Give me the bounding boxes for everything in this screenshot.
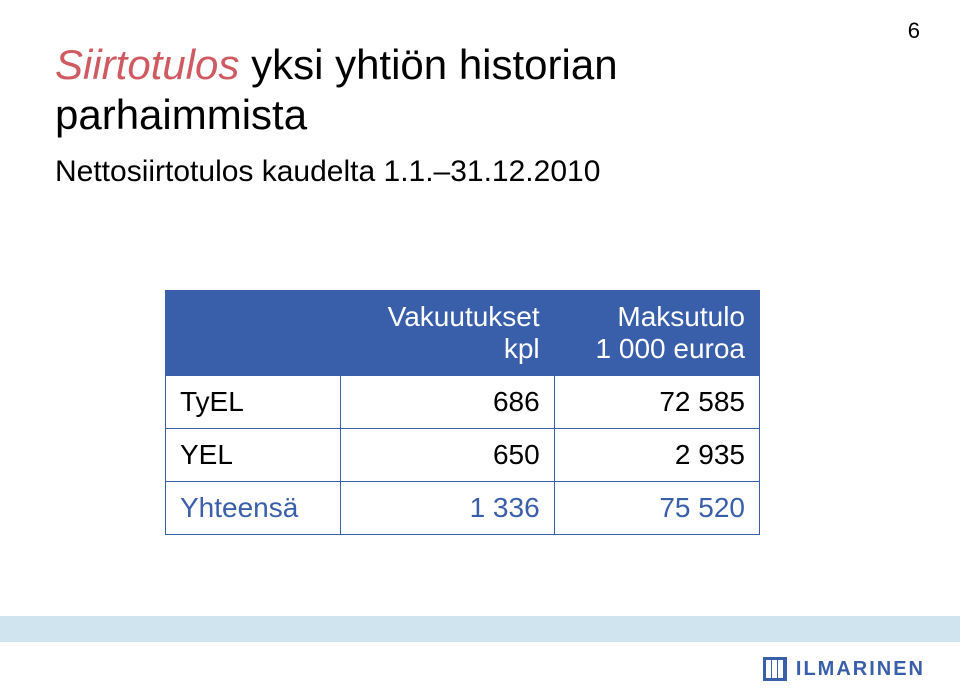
footer-bar: [0, 616, 960, 642]
table-header-col2-line2: 1 000 euroa: [569, 333, 745, 365]
table-row: TyEL 686 72 585: [166, 376, 760, 429]
totals-c1: 1 336: [341, 482, 554, 535]
table-row: YEL 650 2 935: [166, 429, 760, 482]
row1-c1: 650: [341, 429, 554, 482]
data-table: Vakuutukset kpl Maksutulo 1 000 euroa Ty…: [165, 290, 760, 535]
totals-label: Yhteensä: [166, 482, 341, 535]
slide-title: Siirtotulos yksi yhtiön historian parhai…: [55, 40, 835, 141]
table-header-col2: Maksutulo 1 000 euroa: [554, 291, 759, 376]
slide-subtitle: Nettosiirtotulos kaudelta 1.1.–31.12.201…: [55, 155, 600, 189]
table-header-col1: Vakuutukset kpl: [341, 291, 554, 376]
table-header-col1-line2: kpl: [355, 333, 539, 365]
brand-logo: ILMARINEN: [762, 656, 925, 682]
table-header-col2-line1: Maksutulo: [569, 301, 745, 333]
table-header-row: Vakuutukset kpl Maksutulo 1 000 euroa: [166, 291, 760, 376]
title-accent: Siirtotulos: [55, 41, 239, 88]
row0-c1: 686: [341, 376, 554, 429]
page-number: 6: [908, 18, 920, 44]
row1-label: YEL: [166, 429, 341, 482]
totals-c2: 75 520: [554, 482, 759, 535]
title-rest-line1: yksi yhtiön historian: [239, 41, 617, 88]
row0-label: TyEL: [166, 376, 341, 429]
table-totals-row: Yhteensä 1 336 75 520: [166, 482, 760, 535]
row1-c2: 2 935: [554, 429, 759, 482]
slide: 6 Siirtotulos yksi yhtiön historian parh…: [0, 0, 960, 697]
table-header-empty: [166, 291, 341, 376]
row0-c2: 72 585: [554, 376, 759, 429]
table-header-col1-line1: Vakuutukset: [355, 301, 539, 333]
logo-text: ILMARINEN: [796, 658, 925, 681]
title-line2: parhaimmista: [55, 91, 307, 138]
logo-mark-icon: [762, 656, 788, 682]
